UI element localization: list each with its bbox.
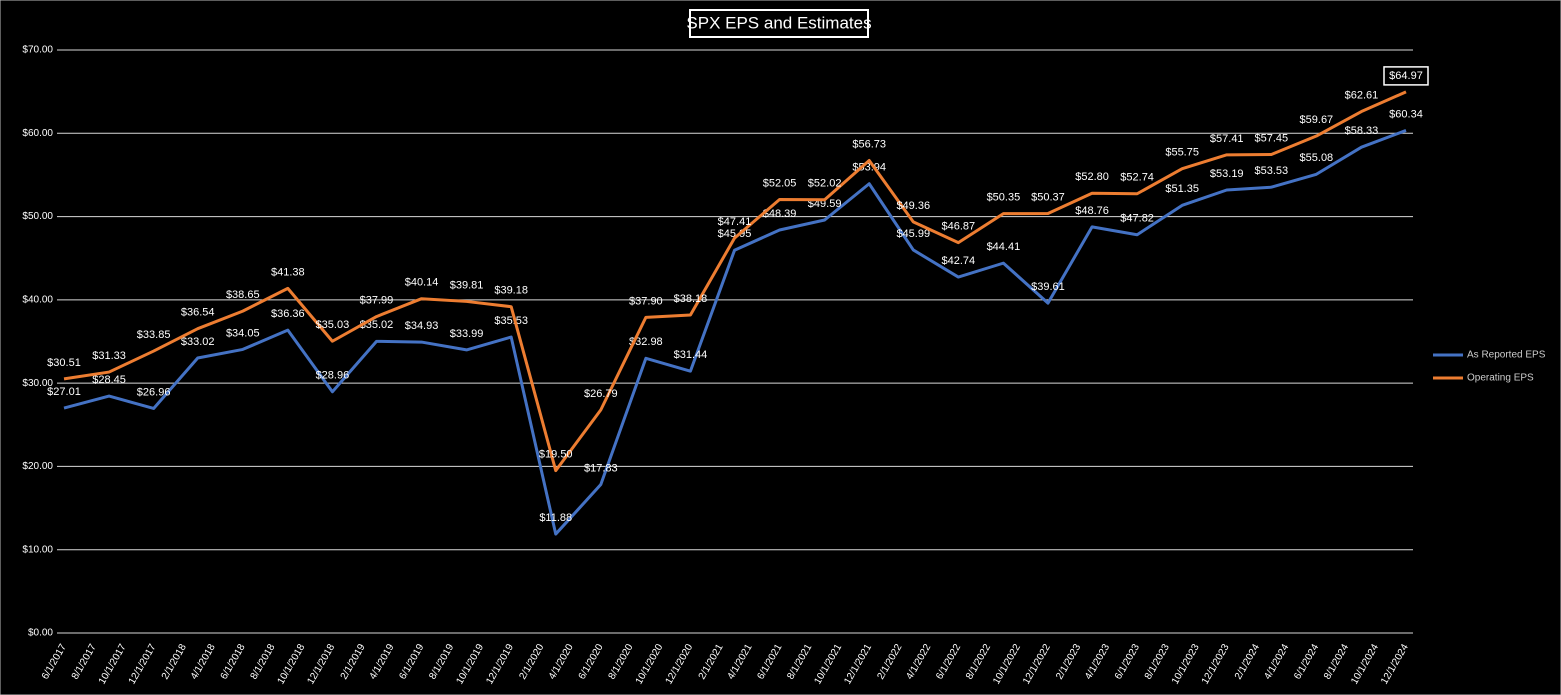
data-label: $44.41 xyxy=(987,241,1021,253)
data-label: $38.65 xyxy=(226,289,260,301)
data-label: $26.79 xyxy=(584,388,618,400)
data-label: $17.83 xyxy=(584,462,618,474)
data-label: $48.76 xyxy=(1075,205,1109,217)
data-label: $39.18 xyxy=(494,285,528,297)
legend-label: As Reported EPS xyxy=(1467,350,1546,361)
data-label: $55.75 xyxy=(1165,147,1199,159)
data-label: $59.67 xyxy=(1300,114,1334,126)
data-label: $57.45 xyxy=(1254,132,1288,144)
data-label: $48.39 xyxy=(763,208,797,220)
data-label: $56.73 xyxy=(852,138,886,150)
data-label: $35.03 xyxy=(316,319,350,331)
data-label: $39.81 xyxy=(450,279,484,291)
data-label: $33.85 xyxy=(137,329,171,341)
series-line xyxy=(63,129,1407,536)
data-label: $26.96 xyxy=(137,386,171,398)
y-tick-label: $0.00 xyxy=(28,628,53,639)
data-label: $35.53 xyxy=(494,315,528,327)
series-line xyxy=(63,90,1407,473)
data-label: $62.61 xyxy=(1345,89,1379,101)
data-label: $34.05 xyxy=(226,327,260,339)
data-label: $35.02 xyxy=(360,319,394,331)
y-tick-label: $70.00 xyxy=(22,45,53,56)
data-label: $28.45 xyxy=(92,374,126,386)
data-label: $46.87 xyxy=(942,221,976,233)
data-label: $34.93 xyxy=(405,320,439,332)
data-label: $28.96 xyxy=(316,370,350,382)
y-tick-label: $20.00 xyxy=(22,461,53,472)
data-label: $27.01 xyxy=(47,386,81,398)
y-tick-label: $30.00 xyxy=(22,378,53,389)
data-label: $64.97 xyxy=(1389,70,1423,82)
data-label: $55.08 xyxy=(1300,152,1334,164)
data-label: $33.99 xyxy=(450,328,484,340)
data-label: $31.44 xyxy=(674,349,708,361)
legend-label: Operating EPS xyxy=(1467,373,1534,384)
data-label: $37.99 xyxy=(360,295,394,307)
y-tick-label: $60.00 xyxy=(22,128,53,139)
data-label: $31.33 xyxy=(92,350,126,362)
y-tick-label: $10.00 xyxy=(22,544,53,555)
data-label: $47.41 xyxy=(718,216,752,228)
data-label: $47.82 xyxy=(1120,213,1154,225)
data-label: $53.53 xyxy=(1254,165,1288,177)
data-label: $60.34 xyxy=(1389,108,1423,120)
data-label: $58.33 xyxy=(1345,125,1379,137)
data-label: $45.99 xyxy=(896,228,930,240)
data-label: $33.02 xyxy=(181,336,215,348)
data-label: $30.51 xyxy=(47,357,81,369)
data-label: $19.50 xyxy=(539,448,573,460)
data-label: $52.05 xyxy=(763,177,797,189)
y-tick-label: $40.00 xyxy=(22,294,53,305)
data-label: $51.35 xyxy=(1165,183,1199,195)
data-label: $41.38 xyxy=(271,266,305,278)
data-label: $49.36 xyxy=(896,200,930,212)
data-label: $42.74 xyxy=(942,255,976,267)
chart-title: SPX EPS and Estimates xyxy=(686,13,871,32)
data-label: $50.35 xyxy=(987,192,1021,204)
data-label: $38.18 xyxy=(674,293,708,305)
data-label: $52.74 xyxy=(1120,172,1154,184)
data-label: $40.14 xyxy=(405,277,439,289)
title-box xyxy=(689,9,869,38)
data-label: $36.36 xyxy=(271,308,305,320)
data-label: $52.80 xyxy=(1075,171,1109,183)
data-label: $37.90 xyxy=(629,295,663,307)
data-label: $39.61 xyxy=(1031,281,1065,293)
data-label: $32.98 xyxy=(629,336,663,348)
data-label: $57.41 xyxy=(1210,133,1244,145)
data-label: $50.37 xyxy=(1031,191,1065,203)
data-label: $11.88 xyxy=(539,512,572,524)
data-label: $53.19 xyxy=(1210,168,1244,180)
data-label: $52.02 xyxy=(808,178,842,190)
label-highlight xyxy=(1383,66,1429,86)
y-tick-label: $50.00 xyxy=(22,211,53,222)
data-label: $36.54 xyxy=(181,307,215,319)
